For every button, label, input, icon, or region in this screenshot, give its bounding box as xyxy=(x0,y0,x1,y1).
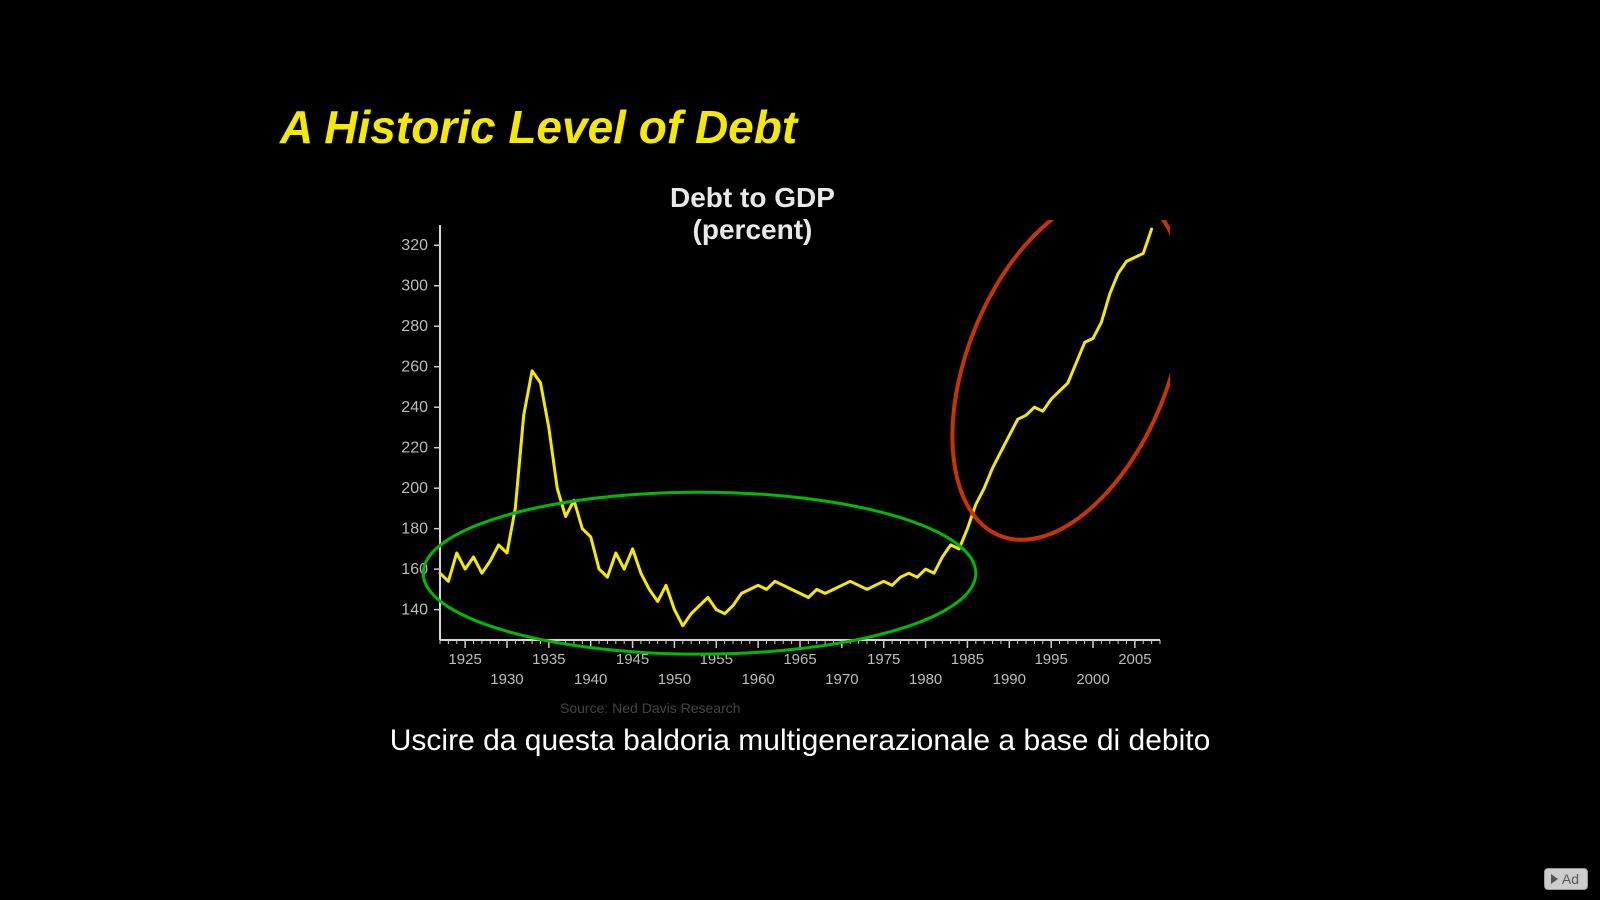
svg-text:1960: 1960 xyxy=(741,671,774,688)
svg-text:1950: 1950 xyxy=(658,671,691,688)
svg-text:260: 260 xyxy=(401,359,428,376)
svg-text:2000: 2000 xyxy=(1076,671,1109,688)
debt-chart: 1401601802002202402602803003201925193519… xyxy=(440,225,1160,640)
svg-text:1995: 1995 xyxy=(1034,651,1067,668)
slide-title: A Historic Level of Debt xyxy=(280,100,797,154)
svg-text:1940: 1940 xyxy=(574,671,607,688)
svg-text:1990: 1990 xyxy=(993,671,1026,688)
svg-text:180: 180 xyxy=(401,521,428,538)
svg-text:280: 280 xyxy=(401,318,428,335)
svg-text:2005: 2005 xyxy=(1118,651,1151,668)
ad-label: Ad xyxy=(1562,871,1579,887)
svg-text:1925: 1925 xyxy=(448,651,481,668)
subtitle-line1: Debt to GDP xyxy=(670,182,835,213)
play-icon xyxy=(1551,874,1558,884)
svg-text:200: 200 xyxy=(401,480,428,497)
svg-text:1965: 1965 xyxy=(783,651,816,668)
ad-badge[interactable]: Ad xyxy=(1544,868,1588,890)
svg-text:1970: 1970 xyxy=(825,671,858,688)
chart-svg: 1401601802002202402602803003201925193519… xyxy=(385,220,1170,700)
svg-text:1935: 1935 xyxy=(532,651,565,668)
chart-source: Source: Ned Davis Research xyxy=(560,700,741,716)
svg-text:1980: 1980 xyxy=(909,671,942,688)
svg-text:220: 220 xyxy=(401,440,428,457)
svg-text:1985: 1985 xyxy=(951,651,984,668)
svg-text:240: 240 xyxy=(401,399,428,416)
svg-text:140: 140 xyxy=(401,602,428,619)
svg-text:300: 300 xyxy=(401,278,428,295)
svg-text:1975: 1975 xyxy=(867,651,900,668)
video-caption: Uscire da questa baldoria multigenerazio… xyxy=(0,724,1600,758)
svg-text:1930: 1930 xyxy=(490,671,523,688)
svg-text:320: 320 xyxy=(401,237,428,254)
